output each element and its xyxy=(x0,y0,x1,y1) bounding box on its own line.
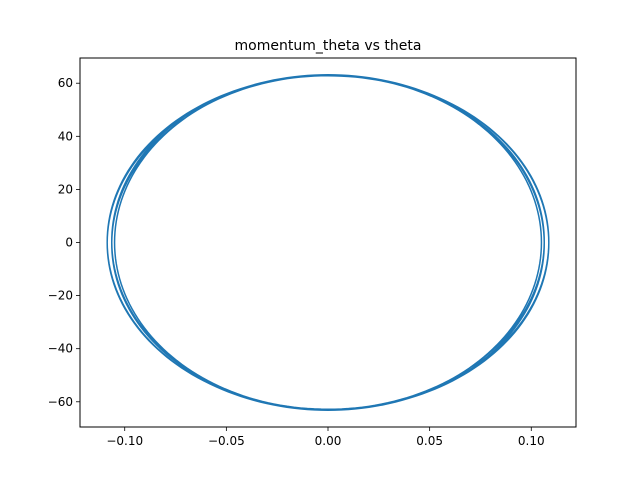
y-tick-label: 60 xyxy=(58,76,73,90)
y-tick-label: −40 xyxy=(48,342,73,356)
y-axis: −60 −40 −20 0 20 40 60 xyxy=(48,76,80,409)
y-tick-label: −20 xyxy=(48,289,73,303)
x-tick-label: 0.10 xyxy=(518,434,545,448)
axes-background xyxy=(80,58,576,427)
y-tick-label: 40 xyxy=(58,129,73,143)
y-tick-label: 0 xyxy=(65,236,73,250)
x-tick-label: −0.05 xyxy=(208,434,245,448)
series-line xyxy=(106,74,550,411)
x-axis: −0.10 −0.05 0.00 0.05 0.10 xyxy=(106,427,545,448)
y-tick-label: 20 xyxy=(58,182,73,196)
chart-title: momentum_theta vs theta xyxy=(235,38,422,54)
x-tick-label: −0.10 xyxy=(106,434,143,448)
y-tick-label: −60 xyxy=(48,395,73,409)
x-tick-label: 0.05 xyxy=(416,434,443,448)
series-layer xyxy=(106,74,550,411)
x-tick-label: 0.00 xyxy=(315,434,342,448)
